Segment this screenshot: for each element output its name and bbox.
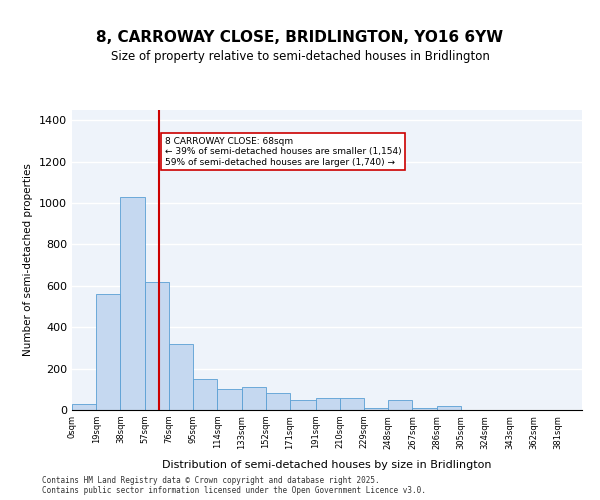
Bar — [388, 400, 412, 410]
Bar — [316, 398, 340, 410]
Bar — [412, 408, 437, 410]
Bar — [96, 294, 121, 410]
Text: 8, CARROWAY CLOSE, BRIDLINGTON, YO16 6YW: 8, CARROWAY CLOSE, BRIDLINGTON, YO16 6YW — [97, 30, 503, 45]
Text: Size of property relative to semi-detached houses in Bridlington: Size of property relative to semi-detach… — [110, 50, 490, 63]
Bar — [72, 404, 96, 410]
Text: Contains HM Land Registry data © Crown copyright and database right 2025.
Contai: Contains HM Land Registry data © Crown c… — [42, 476, 426, 495]
Y-axis label: Number of semi-detached properties: Number of semi-detached properties — [23, 164, 34, 356]
Bar — [193, 379, 217, 410]
Bar — [437, 406, 461, 410]
Bar — [266, 394, 290, 410]
Text: 8 CARROWAY CLOSE: 68sqm
← 39% of semi-detached houses are smaller (1,154)
59% of: 8 CARROWAY CLOSE: 68sqm ← 39% of semi-de… — [165, 137, 402, 166]
Bar — [364, 408, 388, 410]
Bar — [145, 282, 169, 410]
Bar — [340, 398, 364, 410]
Bar — [217, 390, 242, 410]
X-axis label: Distribution of semi-detached houses by size in Bridlington: Distribution of semi-detached houses by … — [162, 460, 492, 470]
Bar — [290, 400, 316, 410]
Bar — [242, 387, 266, 410]
Bar — [121, 197, 145, 410]
Bar — [169, 344, 193, 410]
